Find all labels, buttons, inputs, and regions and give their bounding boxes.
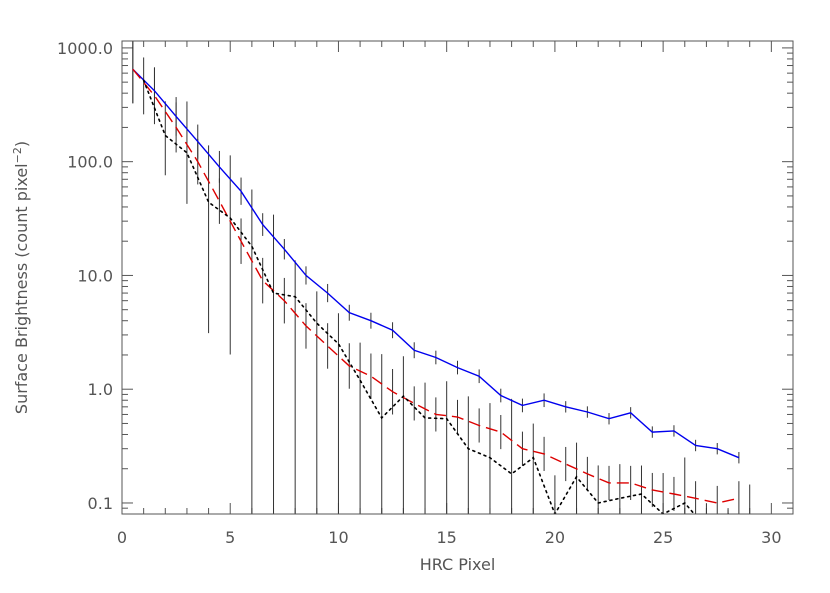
plot-frame [121, 40, 794, 515]
y-axis-title-main: Surface Brightness (count pixel [12, 163, 31, 414]
y-axis-title-close: ) [12, 141, 31, 147]
x-tick-label: 0 [117, 528, 127, 547]
series-lines [132, 68, 740, 514]
y-tick-label: 1000.0 [57, 39, 113, 58]
x-tick-label: 15 [436, 528, 456, 547]
y-tick-label: 10.0 [77, 266, 113, 285]
y-tick-label: 1.0 [88, 380, 113, 399]
y-tick-label: 100.0 [67, 153, 113, 172]
x-tick-label: 10 [328, 528, 348, 547]
y-axis-title-superscript: −2 [11, 147, 24, 163]
x-tick-label: 30 [761, 528, 781, 547]
x-axis-title: HRC Pixel [420, 555, 496, 574]
series-line-solid [132, 68, 740, 459]
error-bars [132, 41, 751, 514]
x-tick-label: 5 [225, 528, 235, 547]
y-axis-title: Surface Brightness (count pixel−2) [11, 141, 31, 414]
series-line-dashed [132, 68, 740, 504]
x-tick-label: 20 [545, 528, 565, 547]
x-tick-label: 25 [653, 528, 673, 547]
y-tick-label: 0.1 [88, 494, 113, 513]
tick-labels: 0 5 10 15 20 25 30 0.1 1.0 10.0 100.0 1000.0 [57, 39, 782, 547]
series-line-dotted [142, 79, 730, 514]
